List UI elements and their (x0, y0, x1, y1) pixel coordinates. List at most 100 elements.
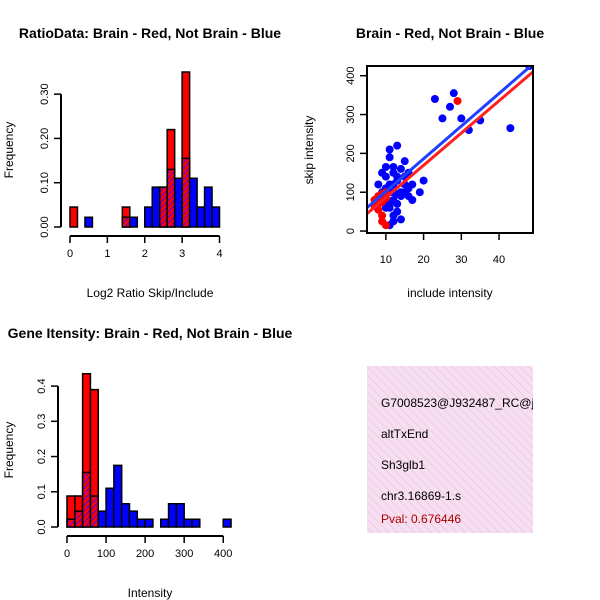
intensity-hist-x-tick-label: 0 (64, 548, 70, 560)
intensity-hist-y-tick-label: 0.0 (36, 519, 48, 534)
intensity-hist-bar (113, 464, 123, 528)
scatter-point-not-brain (446, 102, 454, 111)
intensity-hist-bar (191, 518, 201, 528)
intensity-hist-bar (144, 518, 154, 528)
intensity-hist-title: Gene Itensity: Brain - Red, Not Brain - … (8, 325, 293, 341)
intensity-hist-y-tick-label: 0.1 (36, 484, 48, 499)
ratio-hist-y-tick-label: 0.20 (39, 128, 51, 149)
ratio-hist-x-tick-label: 0 (67, 248, 73, 260)
ratio-hist-y-tick-label: 0.30 (39, 83, 51, 104)
scatter-point-not-brain (378, 168, 387, 177)
scatter-title: Brain - Red, Not Brain - Blue (356, 25, 544, 41)
scatter-point-not-brain (396, 164, 405, 173)
intensity-hist-overlap-bar (81, 471, 92, 528)
scatter-xlabel: include intensity (407, 286, 492, 300)
intensity-hist-bar (183, 518, 193, 528)
intensity-hist-bar (222, 518, 232, 528)
scatter-point-not-brain (374, 180, 383, 189)
scatter-point-not-brain (389, 162, 398, 171)
scatter-point-not-brain (381, 203, 390, 212)
intensity-hist-bar (175, 503, 185, 528)
intensity-hist-bar (128, 510, 139, 528)
ratio-hist-x-tick-label: 3 (179, 248, 185, 260)
intensity-hist-x-tick-label: 200 (136, 548, 154, 560)
intensity-hist-y-tick-label: 0.4 (36, 378, 48, 393)
info-pvalue: Pval: 0.676446 (381, 512, 461, 526)
ratio-hist-bar (173, 177, 183, 228)
info-probe-id: G7008523@J932487_RC@j_at (381, 396, 551, 410)
scatter-y-tick-label: 100 (345, 183, 357, 201)
scatter-fit-line-not-brain (367, 66, 533, 209)
ratio-hist-bar (188, 177, 198, 228)
scatter-point-not-brain (393, 199, 402, 208)
scatter-point-not-brain (393, 207, 402, 216)
scatter-point-not-brain (381, 162, 390, 171)
scatter-point-not-brain (396, 215, 405, 224)
scatter-fit-line-brain (367, 70, 533, 215)
scatter-point-not-brain (385, 153, 394, 162)
scatter-point-not-brain (430, 95, 439, 104)
scatter-frame (366, 65, 534, 234)
intensity-hist-bar (97, 510, 107, 528)
intensity-hist-bar (167, 503, 178, 528)
ratio-hist-bar (196, 206, 206, 228)
ratio-hist-bar (151, 186, 161, 228)
ratio-hist-bar (144, 206, 153, 228)
intensity-hist-x-tick-label: 400 (214, 548, 232, 560)
ratio-hist-ylabel: Frequency (2, 122, 16, 179)
ratio-hist-y-tick-label: 0.10 (39, 172, 51, 193)
intensity-hist-bar (120, 503, 131, 528)
scatter-point-not-brain (400, 157, 409, 166)
scatter-point-not-brain (419, 176, 428, 185)
ratio-hist-y-tick-label: 0.00 (39, 216, 51, 237)
scatter-y-tick-label: 200 (345, 144, 357, 162)
intensity-hist-overlap-bar (74, 510, 84, 528)
ratio-hist-axes: 0 1 2 3 4 0.00 0.10 0.20 0.30 (39, 83, 223, 260)
intensity-hist-y-tick-label: 0.3 (36, 414, 48, 429)
info-panel: G7008523@J932487_RC@j_at altTxEnd Sh3glb… (367, 366, 551, 533)
ratio-hist-bar (129, 216, 139, 228)
intensity-hist-overlap-bar (89, 495, 99, 528)
ratio-hist-bar (84, 216, 94, 228)
ratio-hist-bar (211, 206, 221, 228)
intensity-hist-ylabel: Frequency (2, 422, 16, 479)
scatter-point-not-brain (385, 145, 394, 154)
intensity-hist-overlap-bar (66, 518, 76, 528)
intensity-hist-axes: 0 100 200 300 400 0.0 0.1 0.2 0.3 0.4 (36, 378, 232, 560)
scatter-point-not-brain (506, 124, 515, 133)
intensity-hist-xlabel: Intensity (128, 586, 173, 600)
ratio-hist-overlap-bar (166, 168, 176, 228)
info-location: chr3.16869-1.s (381, 489, 461, 503)
ratio-hist-x-tick-label: 4 (216, 248, 222, 260)
ratio-hist-title: RatioData: Brain - Red, Not Brain - Blue (19, 25, 281, 41)
scatter-plot-area (367, 66, 533, 230)
ratio-hist-overlap-bar (181, 157, 191, 228)
scatter-point-not-brain (449, 89, 458, 98)
scatter-point-not-brain (408, 195, 417, 204)
scatter-point-not-brain (457, 114, 466, 123)
intensity-hist-bar (159, 518, 170, 528)
scatter-point-brain (453, 96, 462, 105)
intensity-hist-x-tick-label: 100 (97, 548, 115, 560)
intensity-hist-y-tick-label: 0.2 (36, 449, 48, 464)
ratio-hist-xlabel: Log2 Ratio Skip/Include (87, 286, 214, 300)
intensity-hist-bars (66, 373, 232, 528)
scatter-x-tick-label: 10 (380, 254, 392, 266)
info-gene-symbol: Sh3glb1 (381, 458, 425, 472)
intensity-scatter: Brain - Red, Not Brain - Blue 10 20 30 4001… (302, 25, 544, 300)
scatter-point-not-brain (393, 141, 402, 150)
intensity-hist-bar (136, 518, 146, 528)
scatter-point-not-brain (415, 188, 424, 197)
scatter-y-tick-label: 400 (345, 67, 357, 85)
intensity-hist-bar (105, 487, 115, 528)
scatter-x-tick-label: 40 (493, 254, 505, 266)
scatter-x-tick-label: 30 (455, 254, 467, 266)
scatter-point-not-brain (438, 114, 447, 123)
scatter-y-tick-label: 300 (345, 105, 357, 123)
ratio-hist-bar (203, 186, 213, 228)
scatter-ylabel: skip intensity (302, 116, 316, 185)
intensity-hist-x-tick-label: 300 (175, 548, 193, 560)
scatter-point-brain (381, 221, 390, 230)
